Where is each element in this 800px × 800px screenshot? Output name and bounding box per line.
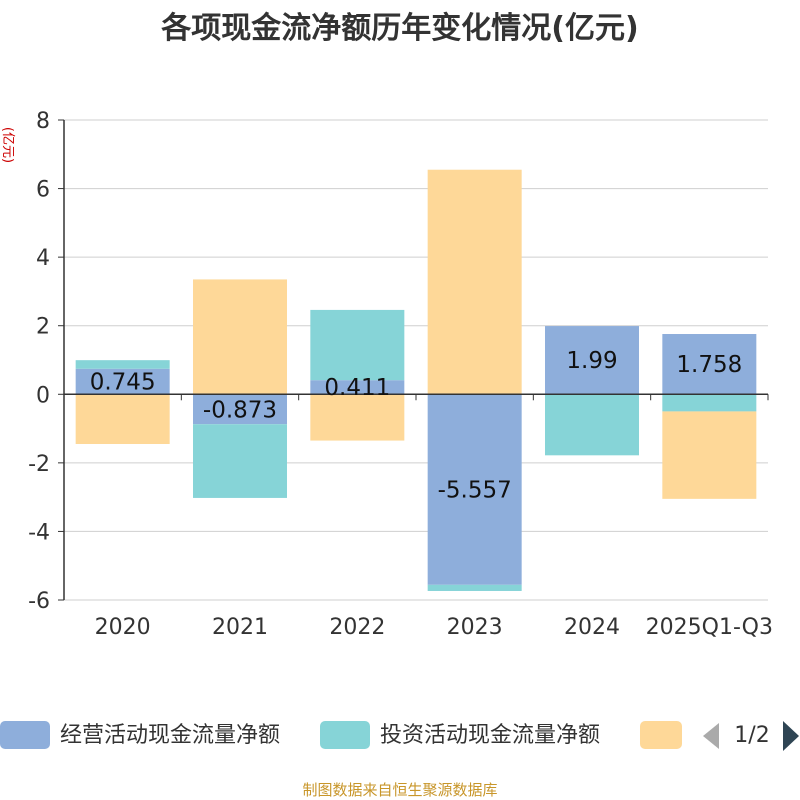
bar-2020-s1[interactable] [75,360,170,369]
x-tick-label-2025Q1-Q3: 2025Q1-Q3 [646,615,773,640]
bar-2020-s2[interactable] [75,394,170,444]
y-tick-label: -6 [28,589,50,614]
data-label-2025Q1-Q3: 1.758 [676,352,742,378]
x-tick-labels: 2020 2021 2022 2023 2024 2025Q1-Q3 [95,615,773,640]
y-tick-label: 0 [36,383,50,408]
x-tick-label-2021: 2021 [212,615,268,640]
bar-2022-s2[interactable] [310,394,405,441]
y-axis-label: (亿元) [0,127,15,163]
bars [75,169,757,591]
legend: 经营活动现金流量净额 投资活动现金流量净额 1/2 [0,721,799,751]
x-tick-label-2022: 2022 [329,615,385,640]
y-tick-label: 6 [36,178,50,203]
bar-2021-s2[interactable] [193,279,287,395]
bar-2025Q1-Q3-s1[interactable] [662,394,757,412]
legend-swatch-financing[interactable] [640,721,682,749]
data-label-2020: 0.745 [90,370,156,396]
bar-2023-s1[interactable] [427,584,522,591]
y-tick-labels: -6 -4 -2 0 2 4 6 8 [28,109,64,614]
data-label-2024: 1.99 [566,348,617,374]
legend-prev-page-icon[interactable] [703,723,719,749]
bar-2022-s1[interactable] [310,309,405,381]
grid-lines [64,119,768,601]
data-label-2022: 0.411 [324,375,390,401]
legend-next-page-icon[interactable] [783,721,799,751]
y-tick-label: 4 [36,246,50,271]
legend-swatch-operating[interactable] [0,721,50,749]
bar-2020-s0[interactable] [75,368,170,395]
legend-page-indicator: 1/2 [734,723,769,748]
x-tick-label-2020: 2020 [95,615,151,640]
y-tick-label: -2 [28,452,50,477]
source-note: 制图数据来自恒生聚源数据库 [302,781,497,799]
x-tick-label-2023: 2023 [447,615,503,640]
data-label-2021: -0.873 [203,397,277,423]
bar-2024-s1[interactable] [545,394,639,456]
legend-label-investing[interactable]: 投资活动现金流量净额 [380,723,600,748]
legend-label-operating[interactable]: 经营活动现金流量净额 [60,723,280,748]
data-labels: 0.745 -0.873 0.411 -5.557 1.99 1.758 [90,348,743,503]
x-tick-label-2024: 2024 [564,615,620,640]
y-tick-label: 2 [36,315,50,340]
bar-2024-s0[interactable] [545,326,639,395]
bar-2025Q1-Q3-s2[interactable] [662,411,757,499]
y-tick-label: -4 [28,520,50,545]
axes [63,120,769,600]
bar-2022-s0[interactable] [310,380,405,395]
bar-2021-s1[interactable] [193,424,287,498]
bar-2025Q1-Q3-s0[interactable] [662,334,757,395]
data-label-2023: -5.557 [438,478,512,504]
y-tick-label: 8 [36,109,50,134]
chart-title: 各项现金流净额历年变化情况(亿元) [160,11,638,46]
bar-2023-s2[interactable] [427,169,522,395]
bar-2021-s0[interactable] [193,394,287,425]
bar-2023-s0[interactable] [427,394,522,585]
legend-swatch-investing[interactable] [320,721,370,749]
